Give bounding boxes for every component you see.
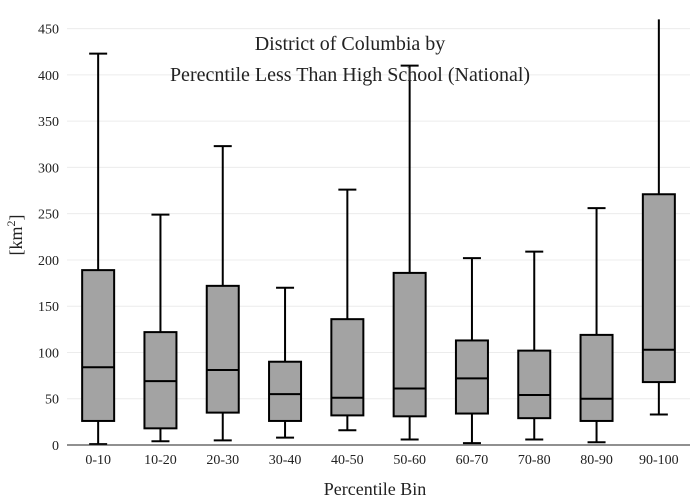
- y-tick-labels: 0 50 100 150 200 250 300 350 400 450: [38, 23, 59, 454]
- box-60-70: [454, 257, 489, 445]
- y-tick-label: 450: [38, 23, 59, 38]
- box-80-90: [579, 207, 614, 444]
- y-axis-title-unit: [km: [6, 227, 26, 256]
- x-tick-label: 0-10: [85, 453, 111, 468]
- y-tick-label: 50: [45, 393, 59, 408]
- box-body: [454, 339, 489, 415]
- box-90-100: [641, 19, 676, 416]
- y-axis-title-bracket: ]: [6, 215, 26, 221]
- box-30-40: [268, 286, 303, 439]
- box-body: [205, 284, 240, 414]
- box-body: [81, 269, 116, 422]
- x-axis-title: Percentile Bin: [324, 479, 426, 499]
- box-40-50: [330, 188, 365, 432]
- y-tick-label: 100: [38, 346, 59, 361]
- y-tick-label: 250: [38, 208, 59, 223]
- x-tick-label: 40-50: [331, 453, 364, 468]
- box-body: [268, 360, 303, 422]
- chart-title-line-2: Perecntile Less Than High School (Nation…: [170, 64, 530, 86]
- y-axis-title-superscript: 2: [4, 221, 18, 227]
- box-10-20: [143, 213, 178, 443]
- box-70-80: [517, 250, 552, 441]
- y-tick-label: 300: [38, 161, 59, 176]
- box-body: [517, 349, 552, 420]
- box-body: [392, 271, 427, 418]
- y-tick-label: 350: [38, 115, 59, 130]
- x-tick-label: 20-30: [206, 453, 239, 468]
- y-tick-label: 0: [52, 439, 59, 454]
- box-0-10: [81, 52, 116, 446]
- box-20-30: [205, 145, 240, 442]
- box-series: [81, 19, 676, 446]
- y-tick-label: 150: [38, 300, 59, 315]
- x-tick-label: 90-100: [639, 453, 679, 468]
- y-tick-label: 400: [38, 69, 59, 84]
- x-tick-labels: 0-10 10-20 20-30 30-40 40-50 50-60 60-70 70-80 8…: [85, 453, 678, 468]
- box-body: [641, 193, 676, 384]
- x-tick-label: 10-20: [144, 453, 177, 468]
- x-tick-label: 30-40: [269, 453, 302, 468]
- x-tick-label: 70-80: [518, 453, 551, 468]
- x-tick-label: 60-70: [456, 453, 489, 468]
- chart-title-line-1: District of Columbia by: [255, 33, 446, 55]
- box-body: [330, 318, 365, 417]
- y-axis-title: [km2]: [4, 215, 26, 256]
- y-tick-label: 200: [38, 254, 59, 269]
- box-body: [579, 333, 614, 422]
- x-tick-label: 80-90: [580, 453, 613, 468]
- x-tick-label: 50-60: [393, 453, 426, 468]
- box-50-60: [392, 64, 427, 441]
